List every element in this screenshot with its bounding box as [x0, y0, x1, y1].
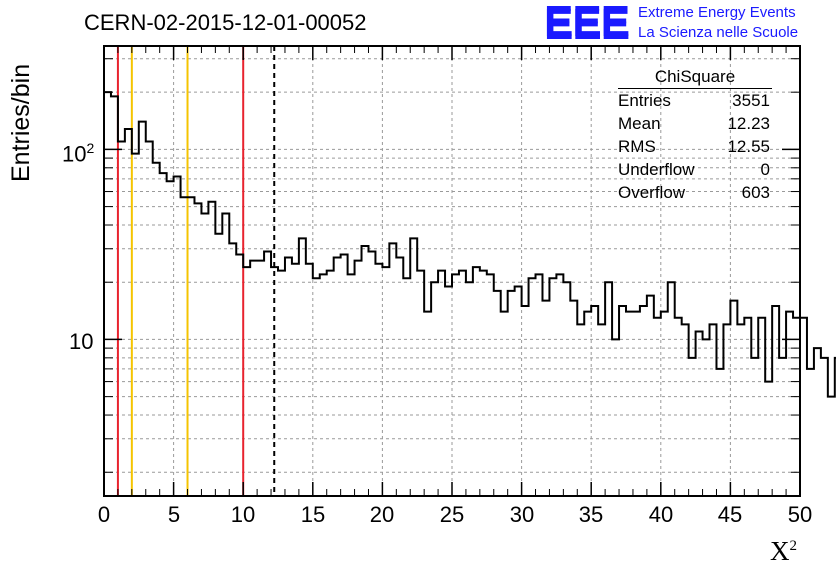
- x-tick-label: 35: [578, 502, 604, 527]
- x-axis-label-base: X: [770, 536, 790, 566]
- x-tick-label: 5: [167, 502, 181, 527]
- stats-label: Underflow: [618, 160, 695, 179]
- x-axis-label: X2: [770, 536, 797, 567]
- stats-row-entries: Entries 3551: [612, 89, 778, 112]
- brand-line-2: La Scienza nelle Scuole: [638, 24, 799, 41]
- axis-ticks: [103, 46, 801, 496]
- grid-lines: [104, 46, 800, 496]
- eee-logo: EEE: [544, 0, 630, 46]
- histogram-line: [104, 91, 836, 398]
- stats-box-title: ChiSquare: [654, 67, 736, 86]
- stats-row-underflow: Underflow 0: [612, 158, 778, 181]
- x-tick-label: 15: [300, 502, 326, 527]
- marker-lines: [116, 46, 276, 496]
- y-tick-label-100: 102: [62, 140, 95, 167]
- stats-value: 603: [741, 183, 770, 202]
- x-tick-label: 50: [787, 502, 813, 527]
- stats-value: 12.55: [727, 137, 770, 156]
- y-tick-label-10: 10: [69, 329, 94, 354]
- stats-value: 0: [760, 160, 770, 179]
- x-tick-label: 0: [97, 502, 111, 527]
- x-tick-label: 40: [648, 502, 674, 527]
- stats-value: 3551: [732, 91, 770, 110]
- x-tick-label: 10: [230, 502, 256, 527]
- stats-row-mean: Mean 12.23: [612, 112, 778, 135]
- x-tick-label: 30: [509, 502, 535, 527]
- x-tick-label: 45: [717, 502, 743, 527]
- chart-title: CERN-02-2015-12-01-00052: [84, 10, 367, 35]
- stats-label: Entries: [618, 91, 671, 110]
- x-tick-label: 20: [369, 502, 395, 527]
- stats-value: 12.23: [727, 114, 770, 133]
- x-axis-label-superscript: 2: [789, 538, 798, 554]
- brand-line-1: Extreme Energy Events: [638, 4, 796, 21]
- y-axis-label: Entries/bin: [7, 63, 35, 182]
- x-tick-label: 25: [439, 502, 465, 527]
- stats-label: Mean: [618, 114, 661, 133]
- stats-box: ChiSquare Entries 3551 Mean 12.23 RMS 12…: [612, 66, 778, 204]
- stats-row-overflow: Overflow 603: [612, 181, 778, 204]
- stats-row-rms: RMS 12.55: [612, 135, 778, 158]
- stats-box-rule: [618, 88, 772, 89]
- stats-label: RMS: [618, 137, 656, 156]
- stats-label: Overflow: [618, 183, 686, 202]
